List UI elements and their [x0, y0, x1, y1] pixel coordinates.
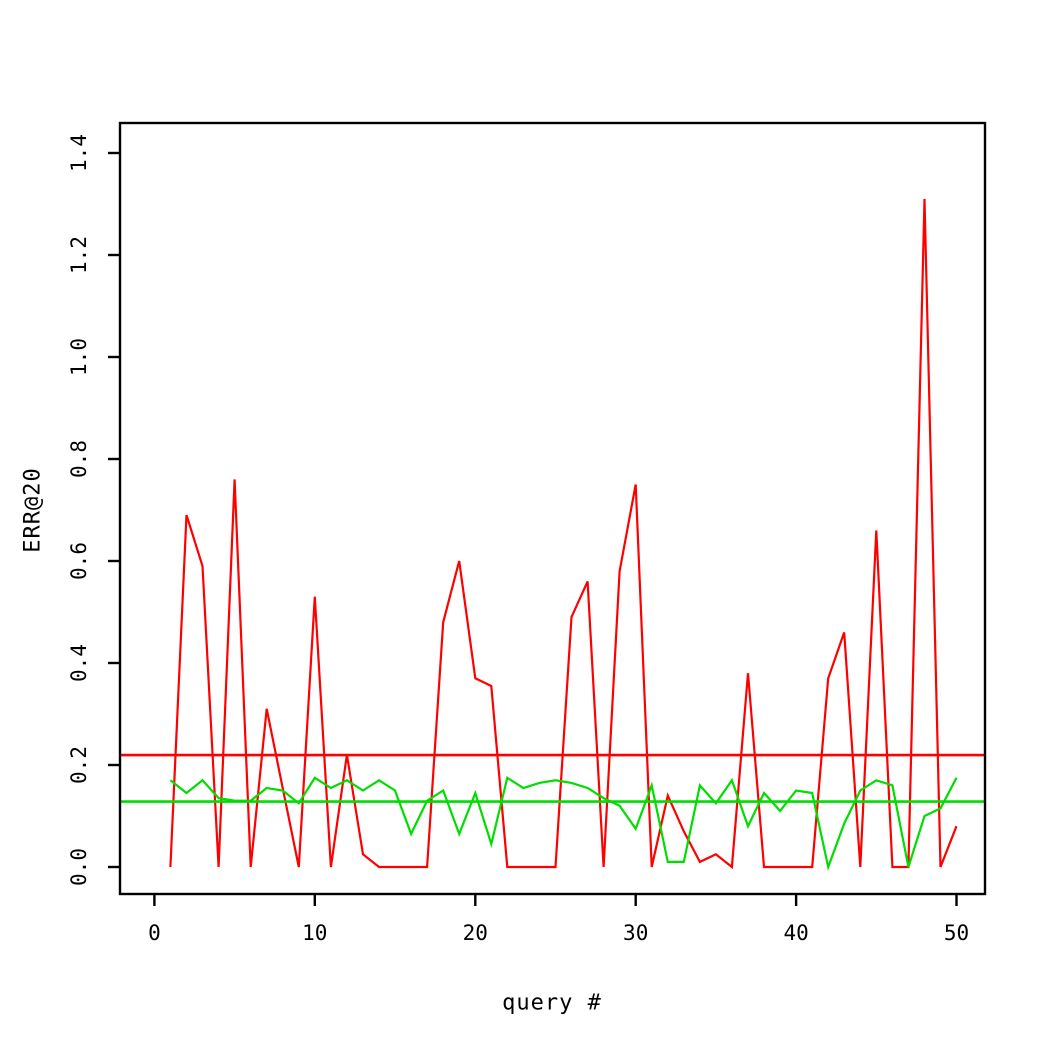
- x-tick-label: 0: [148, 921, 161, 945]
- plot-border: [118, 121, 987, 896]
- y-tick-label: 0.4: [67, 644, 91, 682]
- y-tick-label: 0.6: [67, 542, 91, 580]
- y-tick-label: 1.2: [67, 236, 91, 274]
- series-green-line: [169, 776, 958, 871]
- y-tick-label: 0.8: [67, 440, 91, 478]
- x-tick-label: 20: [463, 921, 488, 945]
- x-tick-label: 50: [944, 921, 969, 945]
- y-axis-title: ERR@20: [20, 467, 46, 553]
- y-tick-label: 1.4: [67, 134, 91, 172]
- x-axis-title: query #: [502, 990, 602, 1016]
- y-tick-label: 0.0: [67, 848, 91, 886]
- x-tick-label: 10: [302, 921, 327, 945]
- y-tick-label: 0.2: [67, 746, 91, 784]
- x-tick-label: 30: [623, 921, 648, 945]
- x-tick-label: 40: [783, 921, 808, 945]
- y-tick-label: 1.0: [67, 338, 91, 376]
- series-red-line: [169, 198, 958, 870]
